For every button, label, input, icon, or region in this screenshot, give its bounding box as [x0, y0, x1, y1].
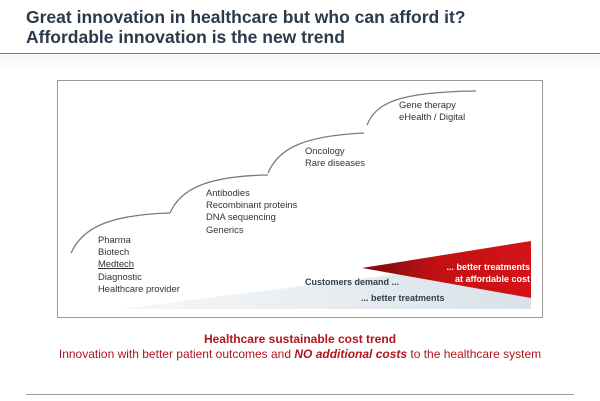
- step-arc-2: [169, 174, 269, 214]
- description-emphasis: NO additional costs: [294, 347, 408, 361]
- step2-item-proteins: Recombinant proteins: [206, 199, 298, 211]
- bottom-divider: [26, 394, 574, 395]
- affordable-cost-wedge: [362, 241, 531, 298]
- affordable-label-line2: at affordable cost: [454, 274, 530, 284]
- cost-trend-heading: Healthcare sustainable cost trend: [203, 332, 397, 346]
- cost-trend-description: Innovation with better patient outcomes …: [0, 347, 600, 361]
- slide-title: Great innovation in healthcare but who c…: [26, 7, 465, 47]
- step-label-1: Pharma Biotech Medtech Diagnostic Health…: [98, 234, 180, 295]
- step4-item-gene: Gene therapy: [399, 99, 456, 110]
- affordable-label-line1: ... better treatments: [446, 262, 530, 272]
- description-end: to the healthcare system: [407, 347, 542, 361]
- description-start: Innovation with better patient outcomes …: [58, 347, 295, 361]
- step1-item-provider: Healthcare provider: [98, 282, 180, 294]
- step1-item-biotech: Biotech: [98, 246, 130, 258]
- customers-demand-label: Customers demand ...: [305, 277, 400, 287]
- step4-item-ehealth: eHealth / Digital: [399, 111, 466, 123]
- step-arc-1: [70, 212, 171, 254]
- step2-item-generics: Generics: [206, 223, 244, 235]
- step3-item-oncology: Oncology: [305, 145, 345, 156]
- step1-item-pharma: Pharma: [98, 234, 131, 245]
- affordable-label: ... better treatments at affordable cost: [434, 261, 530, 285]
- step1-item-medtech: Medtech: [98, 258, 134, 270]
- step-label-2: Antibodies Recombinant proteins DNA sequ…: [206, 187, 297, 236]
- step2-item-dna: DNA sequencing: [206, 211, 276, 223]
- step2-item-antibodies: Antibodies: [206, 187, 250, 198]
- subtitle-band: [0, 55, 600, 73]
- step1-item-diagnostic: Diagnostic: [98, 270, 142, 282]
- step3-item-rare: Rare diseases: [305, 157, 365, 169]
- step-label-4: Gene therapy eHealth / Digital: [399, 99, 465, 123]
- step-label-3: Oncology Rare diseases: [305, 145, 365, 169]
- better-treatments-label: ... better treatments: [361, 293, 445, 303]
- title-line-1: Great innovation in healthcare but who c…: [26, 7, 466, 27]
- step-arc-3: [267, 132, 365, 174]
- title-divider: [0, 53, 600, 54]
- step-arc-4: [366, 90, 477, 126]
- title-line-2: Affordable innovation is the new trend: [26, 27, 345, 47]
